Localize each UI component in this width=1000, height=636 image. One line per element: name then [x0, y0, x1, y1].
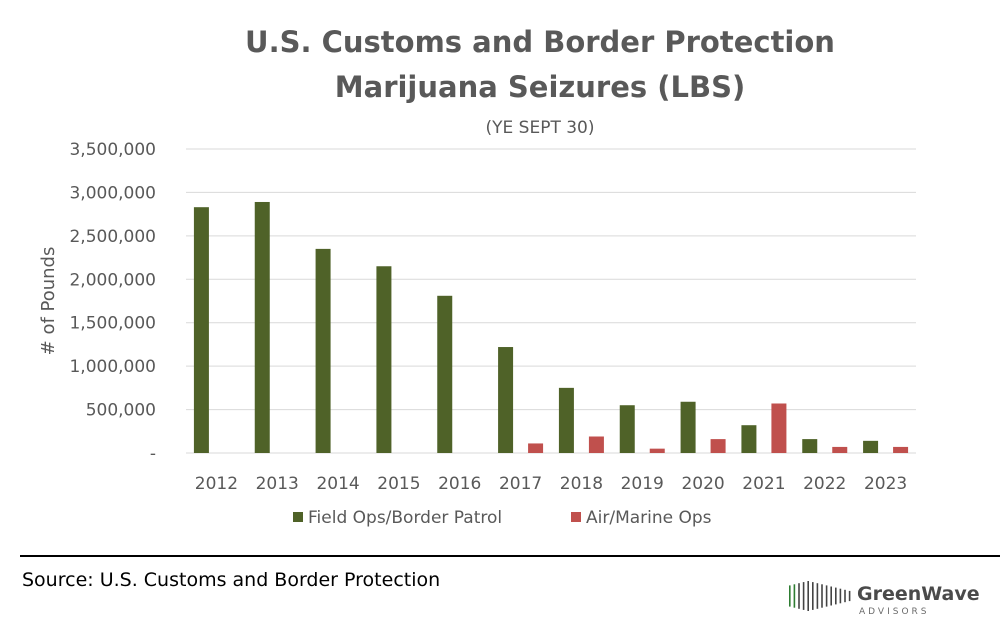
- chart-subtitle: (YE SEPT 30): [486, 118, 595, 138]
- x-tick-label: 2013: [256, 474, 299, 494]
- bar-air-marine: [528, 443, 544, 453]
- x-tick-label: 2022: [803, 474, 846, 494]
- logo-bar: [821, 584, 823, 608]
- bar-field-ops: [498, 347, 514, 453]
- bar-field-ops: [863, 440, 879, 453]
- x-axis-ticks: 2012 2013 2014 2015 2016 2017 2018 2019 2020 2021…: [195, 474, 907, 494]
- chart-title-line-1: U.S. Customs and Border Protection: [245, 25, 835, 59]
- logo-bar: [789, 585, 791, 607]
- bar-field-ops: [437, 295, 453, 453]
- logo-subtext: ADVISORS: [859, 607, 930, 617]
- x-tick-label: 2019: [621, 474, 664, 494]
- bar-air-marine: [710, 439, 726, 453]
- x-tick-label: 2020: [681, 474, 724, 494]
- y-tick-label: 3,000,000: [69, 183, 156, 203]
- logo-bar: [816, 583, 819, 609]
- bar-field-ops: [802, 439, 818, 453]
- logo-wordmark: GreenWave: [857, 583, 980, 605]
- logo-bar: [798, 583, 800, 609]
- logo-bar: [835, 587, 837, 605]
- greenwave-logo: GreenWave ADVISORS: [789, 581, 980, 617]
- x-tick-label: 2015: [377, 474, 420, 494]
- bar-air-marine: [893, 446, 909, 453]
- bar-field-ops: [376, 266, 392, 453]
- legend-swatch: [571, 512, 581, 522]
- bar-air-marine: [771, 403, 787, 453]
- logo-bar: [807, 581, 809, 611]
- gridlines: [186, 148, 916, 454]
- footer-divider: [20, 555, 1000, 557]
- x-tick-label: 2012: [195, 474, 238, 494]
- bar-air-marine: [588, 436, 604, 453]
- logo-bar: [825, 585, 828, 607]
- logo-bar: [844, 589, 846, 603]
- x-tick-label: 2017: [499, 474, 542, 494]
- y-tick-label: 500,000: [86, 401, 156, 421]
- logo-bar: [830, 586, 832, 606]
- logo-bar: [848, 590, 851, 602]
- legend-label: Air/Marine Ops: [586, 508, 712, 528]
- bars: [193, 201, 909, 453]
- legend-label: Field Ops/Border Patrol: [308, 508, 502, 528]
- y-tick-label: 3,500,000: [69, 140, 156, 160]
- x-tick-label: 2014: [316, 474, 359, 494]
- y-tick-label: 2,000,000: [69, 270, 156, 290]
- y-tick-label: 1,000,000: [69, 357, 156, 377]
- y-tick-label: 2,500,000: [69, 227, 156, 247]
- logo-bar: [812, 582, 814, 610]
- bar-field-ops: [254, 201, 270, 453]
- bar-air-marine: [832, 446, 848, 453]
- logo-bar: [802, 582, 805, 610]
- x-tick-label: 2016: [438, 474, 481, 494]
- y-axis-ticks: - 500,000 1,000,000 1,500,000 2,000,000 2,500…: [69, 140, 156, 464]
- bar-air-marine: [649, 448, 665, 453]
- y-axis-label: # of Pounds: [38, 247, 59, 356]
- wave-icon: [789, 581, 851, 611]
- x-tick-label: 2021: [742, 474, 785, 494]
- x-tick-label: 2018: [560, 474, 603, 494]
- y-tick-label: -: [150, 444, 156, 464]
- bar-field-ops: [741, 425, 757, 453]
- bar-field-ops: [315, 248, 331, 453]
- legend: Field Ops/Border Patrol Air/Marine Ops: [293, 508, 712, 528]
- source-note: Source: U.S. Customs and Border Protecti…: [22, 569, 441, 591]
- logo-bar: [839, 588, 842, 604]
- x-tick-label: 2023: [864, 474, 907, 494]
- bar-field-ops: [680, 401, 696, 453]
- chart: U.S. Customs and Border Protection Marij…: [38, 25, 916, 528]
- y-tick-label: 1,500,000: [69, 314, 156, 334]
- bar-field-ops: [619, 405, 635, 453]
- logo-bar: [793, 584, 796, 608]
- chart-title-line-2: Marijuana Seizures (LBS): [335, 70, 745, 104]
- legend-swatch: [293, 512, 303, 522]
- bar-field-ops: [193, 207, 209, 453]
- bar-field-ops: [558, 387, 574, 453]
